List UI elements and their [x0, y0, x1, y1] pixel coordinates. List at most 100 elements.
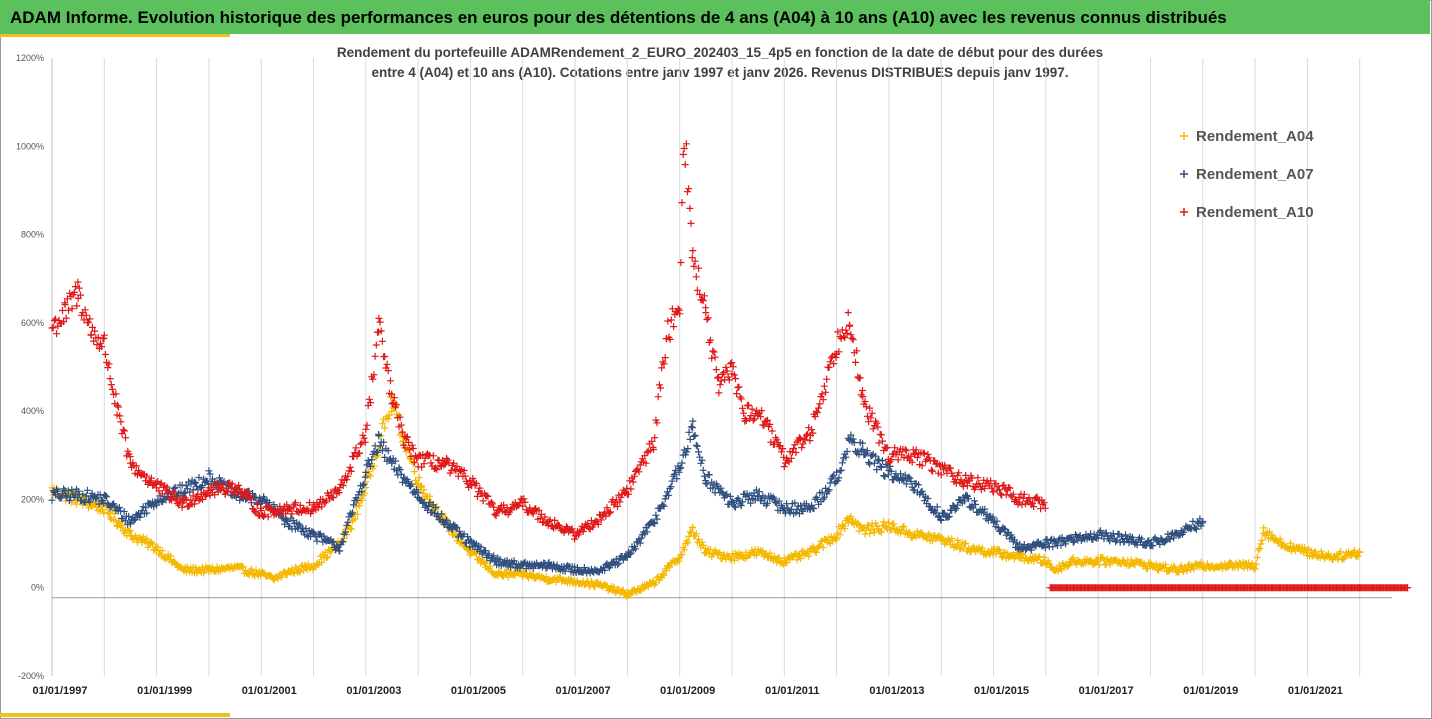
data-point [374, 448, 381, 456]
data-point [562, 523, 570, 531]
data-point [710, 348, 718, 356]
data-point [555, 522, 563, 530]
data-point [775, 554, 783, 562]
y-axis-tick-labels: -200% 0% 200% 400% 600% 800% 1000% 1200% [16, 53, 44, 681]
data-point [615, 559, 623, 567]
data-point [327, 548, 335, 556]
data-point [490, 503, 498, 511]
data-point [947, 464, 954, 472]
data-point [347, 525, 355, 533]
data-point [801, 436, 809, 443]
data-point [683, 448, 691, 456]
data-point [81, 306, 89, 314]
data-point [866, 404, 874, 412]
data-point [113, 401, 121, 409]
data-point [877, 463, 885, 471]
data-point [1041, 544, 1049, 552]
data-point [881, 473, 889, 480]
data-point [715, 373, 723, 381]
data-point [899, 475, 907, 483]
data-point [402, 434, 410, 442]
data-point [125, 527, 133, 535]
data-point [1180, 528, 1188, 536]
data-point [890, 476, 898, 484]
data-point [1020, 490, 1028, 498]
chart-subtitle-line-2: entre 4 (A04) et 10 ans (A10). Cotations… [371, 65, 1068, 80]
data-point [409, 445, 417, 452]
data-point [346, 463, 354, 471]
data-point [381, 424, 389, 432]
data-point [253, 500, 261, 508]
data-point [848, 334, 856, 342]
data-point [329, 494, 337, 502]
data-point [116, 412, 124, 420]
data-point [691, 431, 699, 439]
data-point [407, 452, 415, 460]
series-Rendement_A04 [48, 393, 1364, 601]
data-point [520, 495, 528, 503]
data-point [901, 446, 909, 453]
data-point [887, 468, 895, 475]
data-point [712, 366, 720, 374]
data-point [426, 492, 434, 500]
data-point [993, 517, 1001, 525]
data-point [72, 500, 80, 508]
data-point [825, 486, 833, 494]
data-point [192, 479, 200, 487]
data-point [1337, 548, 1344, 556]
data-point [93, 341, 101, 349]
data-point [363, 421, 371, 429]
data-point [697, 459, 705, 467]
data-point [360, 434, 368, 442]
data-point [145, 478, 153, 486]
data-point [917, 529, 925, 537]
data-point [484, 492, 492, 500]
data-point [692, 273, 700, 281]
data-point [666, 563, 674, 571]
data-point [678, 459, 686, 467]
data-point [195, 497, 203, 504]
data-point [865, 521, 873, 529]
data-point [235, 481, 243, 489]
data-point [867, 414, 875, 422]
data-point [810, 505, 818, 512]
data-point [937, 471, 945, 479]
data-point [1128, 533, 1136, 541]
data-point [805, 552, 813, 560]
data-point [1167, 530, 1175, 538]
data-point [799, 440, 807, 448]
data-point [117, 418, 125, 426]
data-point [94, 334, 102, 341]
data-point [206, 470, 214, 478]
data-point [650, 446, 657, 453]
data-point [651, 520, 659, 527]
x-tick-label: 01/01/1999 [137, 685, 192, 697]
data-point [602, 512, 610, 520]
data-point [714, 374, 721, 382]
data-point [399, 428, 406, 436]
data-point [894, 456, 902, 464]
data-point [1199, 518, 1207, 525]
data-point [384, 415, 392, 423]
data-point [53, 485, 61, 493]
data-point [327, 488, 335, 496]
data-point [760, 421, 768, 429]
data-point [849, 336, 857, 344]
data-point [93, 494, 101, 502]
data-point [666, 335, 674, 343]
data-point [1000, 548, 1008, 556]
data-point [689, 417, 697, 425]
data-point [795, 434, 803, 442]
data-point [1248, 559, 1256, 567]
y-tick-label: 0% [31, 583, 44, 593]
data-point [182, 495, 190, 503]
data-point [667, 483, 675, 491]
data-point [367, 463, 374, 470]
data-point [246, 492, 254, 500]
data-point [362, 425, 370, 433]
data-point [264, 513, 272, 521]
data-point [469, 475, 477, 482]
data-point [292, 563, 299, 571]
data-point [833, 534, 841, 542]
data-point [347, 467, 355, 475]
